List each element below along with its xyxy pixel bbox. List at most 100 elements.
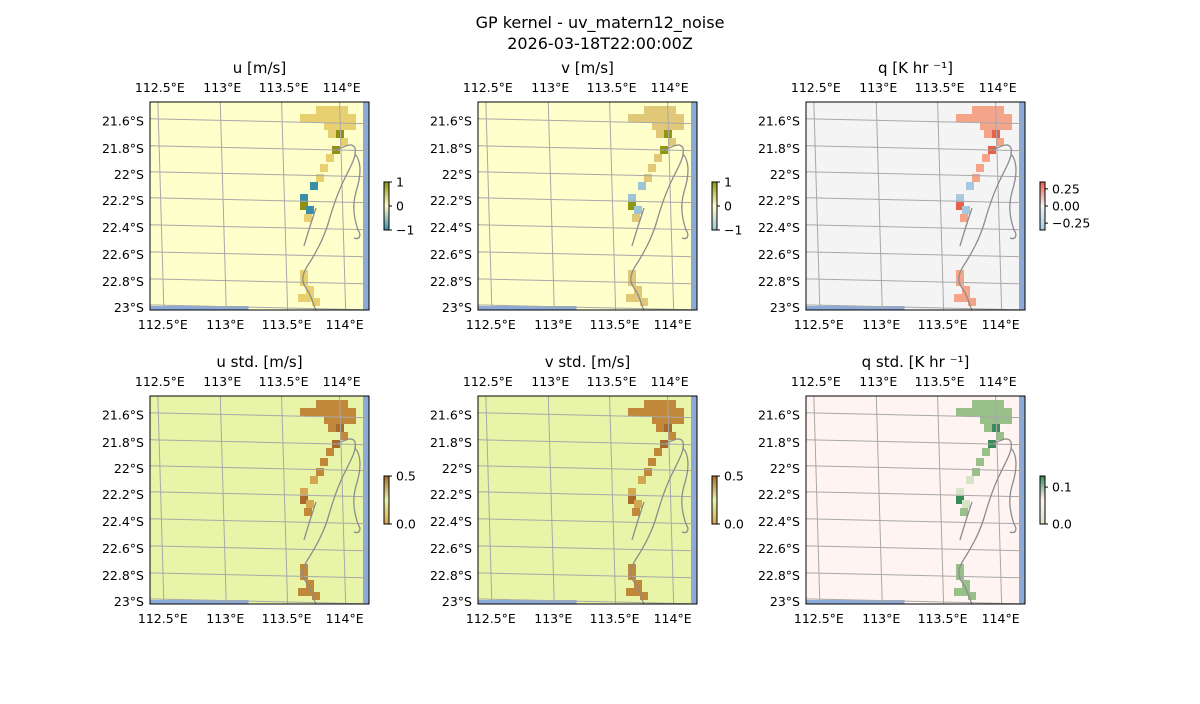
grid-cell <box>634 580 642 588</box>
grid-cell <box>306 206 314 214</box>
grid-cell <box>328 130 336 138</box>
grid-cell <box>968 298 976 306</box>
coastline <box>630 438 689 604</box>
lat-tick-label: 22.8°S <box>102 274 144 289</box>
lon-tick-label: 112.5°E <box>135 374 185 389</box>
grid-cell <box>660 106 668 114</box>
grid-cell <box>992 424 1000 432</box>
grid-cell <box>324 408 332 416</box>
grid-cell <box>660 416 668 424</box>
grid-cell <box>652 400 660 408</box>
colorbar-tick-label: 0.0 <box>724 517 744 532</box>
grid-cell <box>300 194 308 202</box>
colorbar-tick-label: 0.00 <box>1052 199 1080 214</box>
coastline <box>958 438 1017 604</box>
grid-cell <box>348 408 356 416</box>
grid-cell <box>962 294 970 302</box>
grid-cell <box>1004 416 1012 424</box>
grid-cell <box>668 432 676 440</box>
grid-cell <box>664 424 672 432</box>
grid-cell <box>326 154 334 162</box>
ocean-edge <box>1019 396 1025 604</box>
map-area <box>150 396 369 604</box>
grid-cell <box>340 122 348 130</box>
grid-cell <box>324 400 332 408</box>
grid-cell <box>676 408 684 416</box>
lat-tick-label: 22.8°S <box>430 568 472 583</box>
lon-tick-label: 114°E <box>651 80 689 95</box>
grid-cell <box>628 488 636 496</box>
lon-tick-label: 114°E <box>979 80 1017 95</box>
lon-tick-label: 113°E <box>534 611 572 626</box>
ocean-edge <box>691 102 697 310</box>
lat-tick-label: 22.4°S <box>758 220 800 235</box>
grid-cell <box>956 194 964 202</box>
grid-cell <box>954 294 962 302</box>
grid-cell <box>676 122 684 130</box>
panel-title: v std. [m/s] <box>545 353 631 371</box>
lat-tick-label: 22°S <box>442 461 472 476</box>
lon-tick-label: 112.5°E <box>794 317 844 332</box>
grid-cell <box>628 194 636 202</box>
map-area <box>478 102 697 310</box>
grid-cell <box>962 500 970 508</box>
figure-subtitle: 2026-03-18T22:00:00Z <box>507 34 693 53</box>
grid-cell <box>634 294 642 302</box>
lat-tick-label: 23°S <box>442 594 472 609</box>
grid-cell <box>652 114 660 122</box>
lon-tick-label: 113.5°E <box>918 317 968 332</box>
grid-cell <box>962 580 970 588</box>
colorbar <box>1039 475 1046 525</box>
colorbar <box>383 475 390 525</box>
colorbar-tick-label: 1 <box>724 175 732 190</box>
grid-cell <box>984 130 992 138</box>
grid-cell <box>648 458 656 466</box>
grid-cell <box>992 130 1000 138</box>
lat-tick-label: 22.8°S <box>758 568 800 583</box>
lon-tick-label: 112.5°E <box>138 317 188 332</box>
lat-tick-label: 22.8°S <box>758 274 800 289</box>
grid-cell <box>306 294 314 302</box>
grid-cell <box>960 214 968 222</box>
lon-tick-label: 114°E <box>326 611 364 626</box>
lon-tick-label: 113.5°E <box>262 317 312 332</box>
colorbar-tick-label: 0.1 <box>1052 480 1072 495</box>
lon-tick-label: 112.5°E <box>466 317 516 332</box>
grid-cell <box>310 182 318 190</box>
lon-tick-label: 113.5°E <box>590 611 640 626</box>
grid-cell <box>326 448 334 456</box>
grid-cell <box>320 458 328 466</box>
grid-cell <box>332 106 340 114</box>
grid-cell <box>640 298 648 306</box>
grid-cell <box>962 286 970 294</box>
ocean-edge <box>1019 102 1025 310</box>
grid-cell <box>654 448 662 456</box>
grid-cell <box>644 400 652 408</box>
grid-cell <box>644 174 652 182</box>
grid-cell <box>332 416 340 424</box>
grid-cell <box>966 182 974 190</box>
grid-cell <box>996 122 1004 130</box>
grid-cell <box>632 508 640 516</box>
lat-tick-label: 22.6°S <box>102 541 144 556</box>
lon-tick-label: 114°E <box>323 374 361 389</box>
lat-tick-label: 23°S <box>770 594 800 609</box>
map-frame <box>149 101 370 311</box>
colorbar-tick-label: 0 <box>724 199 732 214</box>
lat-tick-label: 22°S <box>114 461 144 476</box>
panel-title: u [m/s] <box>233 59 286 77</box>
grid-cell <box>668 122 676 130</box>
grid-cell <box>316 114 324 122</box>
lon-tick-label: 113.5°E <box>915 374 965 389</box>
grid-cell <box>340 106 348 114</box>
grid-cell <box>956 202 964 210</box>
lon-tick-label: 114°E <box>651 374 689 389</box>
lon-tick-label: 114°E <box>979 374 1017 389</box>
grid-cell <box>628 114 636 122</box>
grid-cell <box>996 416 1004 424</box>
colorbar-tick-label: −1 <box>724 223 742 238</box>
grid-cell <box>668 114 676 122</box>
lat-tick-label: 21.6°S <box>430 114 472 129</box>
grid-cell <box>972 400 980 408</box>
lon-tick-label: 114°E <box>982 611 1020 626</box>
